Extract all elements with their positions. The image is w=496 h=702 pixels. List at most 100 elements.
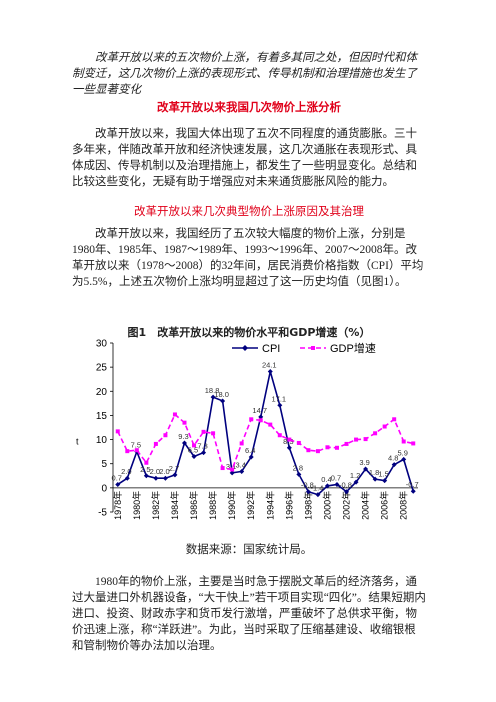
data-label: 0.7	[331, 473, 341, 482]
x-tick-label: 2006年	[379, 491, 390, 520]
point	[181, 440, 187, 446]
point	[354, 437, 359, 442]
heading: 改革开放以来我国几次物价上涨分析	[157, 102, 341, 114]
y-tick-label: 25	[96, 363, 108, 374]
point	[391, 462, 397, 468]
x-tick-label: 1996年	[283, 491, 294, 520]
point	[210, 394, 216, 400]
y-tick-label: 20	[96, 387, 108, 398]
point	[277, 402, 283, 408]
point	[220, 466, 225, 471]
point	[324, 483, 330, 489]
data-label: 17.1	[271, 394, 286, 403]
data-label: 0.7	[112, 473, 122, 482]
point	[268, 422, 273, 427]
point	[315, 492, 321, 498]
x-tick-label: 2004年	[360, 491, 371, 520]
y-tick-label: 0	[101, 483, 107, 494]
data-label: -0.7	[406, 480, 419, 489]
data-label: -1.4	[310, 484, 323, 493]
x-tick-label: 1994年	[264, 491, 275, 520]
point	[201, 429, 206, 434]
point	[172, 472, 178, 478]
x-tick-label: 1998年	[302, 491, 313, 520]
point	[125, 449, 130, 454]
point	[201, 450, 207, 456]
point	[344, 441, 349, 446]
point	[191, 453, 197, 459]
data-label: 9.3	[178, 432, 188, 441]
point	[334, 445, 339, 450]
point	[373, 431, 378, 436]
data-label: 1.2	[350, 471, 360, 480]
point	[192, 443, 197, 448]
point	[249, 417, 254, 422]
data-label: 18.0	[214, 390, 229, 399]
point	[211, 431, 216, 436]
data-label: 24.1	[262, 360, 277, 369]
point	[363, 466, 369, 472]
data-label: 2.0	[159, 467, 169, 476]
y-axis-label: t	[76, 436, 79, 446]
data-label: -0.8	[301, 481, 314, 490]
data-label: 5.9	[397, 448, 407, 457]
x-tick-label: 1990年	[226, 491, 237, 520]
x-tick-label: 2008年	[398, 491, 409, 520]
point	[239, 468, 245, 474]
data-label: 6.5	[188, 445, 198, 454]
point	[382, 478, 388, 484]
data-label: 3.1	[226, 462, 236, 471]
legend-marker	[242, 345, 248, 351]
x-tick-label: 1980年	[131, 491, 142, 520]
x-tick-label: 1984年	[169, 491, 180, 520]
point	[172, 412, 177, 417]
point	[258, 418, 263, 423]
point	[363, 437, 368, 442]
point	[267, 368, 273, 374]
series-line	[117, 413, 414, 471]
paragraph: 改革开放以来，我国大体出现了五次不同程度的通货膨胀。三十多年来，伴随改革开放和经…	[72, 128, 417, 188]
point	[258, 414, 264, 420]
point	[353, 479, 359, 485]
data-label: 14.7	[252, 406, 267, 415]
point	[392, 417, 397, 422]
data-label: 2.5	[140, 465, 150, 474]
figure-title: 图1 改革开放以来的物价水平和GDP增速（%）	[127, 326, 371, 339]
point	[305, 489, 311, 495]
point	[334, 481, 340, 487]
x-tick-label: 1978年	[112, 491, 123, 520]
point	[315, 449, 320, 454]
data-label: 1.5	[378, 470, 388, 479]
data-label: 1.8	[369, 468, 379, 477]
y-tick-label: 10	[96, 435, 108, 446]
y-tick-label: 15	[96, 411, 108, 422]
point	[372, 476, 378, 482]
point	[248, 454, 254, 460]
data-label: 3.9	[359, 458, 369, 467]
legend-label: GDP增速	[330, 341, 376, 355]
point	[296, 440, 301, 445]
chart: -5 0 5 10 15 20 25 30 t 1978年 1980年 1982年 1984年 1986年…	[76, 339, 419, 520]
x-tick-label: 1988年	[207, 491, 218, 520]
point	[134, 448, 139, 453]
point	[115, 429, 120, 434]
point	[220, 398, 226, 404]
x-tick-label: 1982年	[150, 491, 161, 520]
data-label: 0.4	[321, 475, 331, 484]
y-tick-label: 5	[101, 459, 107, 470]
data-label: 7.5	[131, 441, 141, 450]
x-tick-label: 1986年	[188, 491, 199, 520]
point	[325, 445, 330, 450]
point	[286, 445, 292, 451]
point	[143, 473, 149, 479]
point	[182, 420, 187, 425]
point	[410, 488, 416, 494]
data-label: 2.8	[293, 463, 303, 472]
point	[153, 475, 159, 481]
point	[229, 470, 235, 476]
paragraph: 1980年的物价上涨，主要是当时急于摆脱文革后的经济落务，通过大量进口外机器设备…	[72, 576, 426, 652]
data-label: 18.8	[205, 386, 220, 395]
point	[411, 441, 416, 446]
x-tick-label: 2002年	[341, 491, 352, 520]
